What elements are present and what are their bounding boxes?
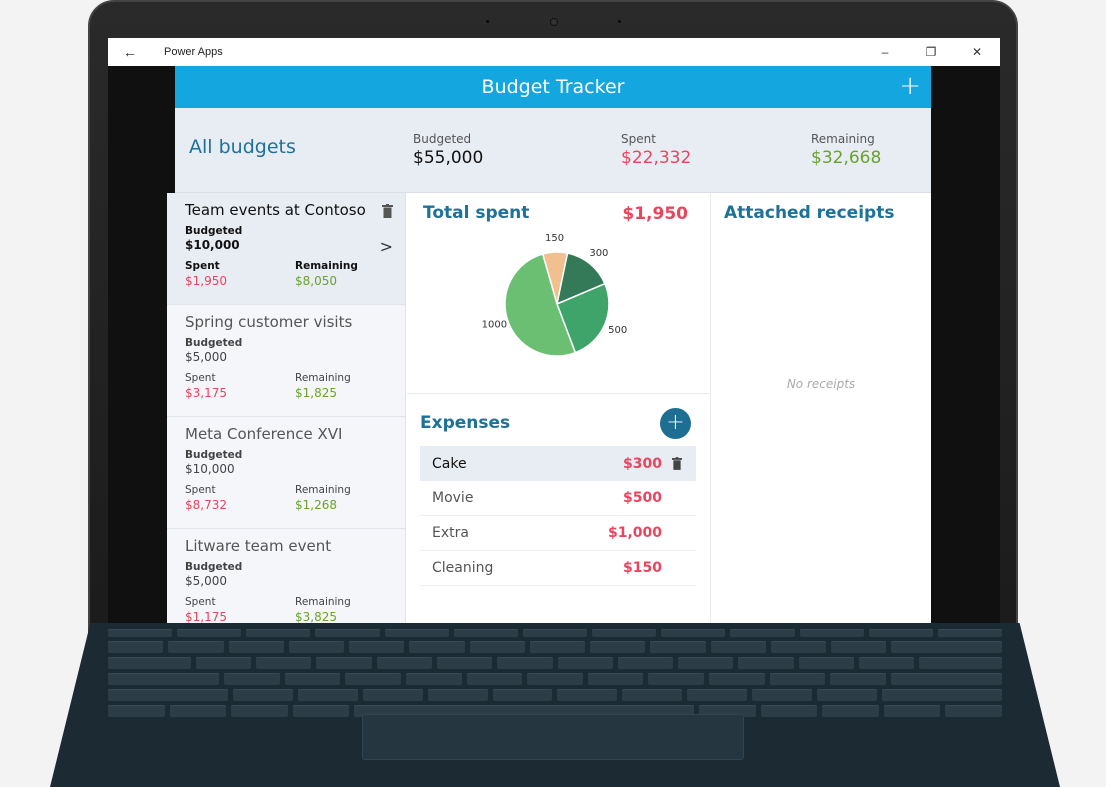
pie-label: 150: [545, 233, 564, 244]
spent-value: $1,175: [185, 610, 227, 623]
expenses-heading: Expenses: [420, 413, 511, 433]
spent-value: $3,175: [185, 386, 227, 400]
spent-value: $1,950: [185, 274, 227, 288]
app-body: Team events at Contoso > Budgeted $10,00…: [167, 66, 931, 623]
delete-budget-icon[interactable]: [382, 204, 393, 218]
summary-spent: Spent $22,332: [621, 132, 691, 168]
budget-name: Team events at Contoso: [185, 201, 366, 219]
expense-row[interactable]: Movie $500: [420, 481, 696, 516]
expense-pie-chart: 150 300 500 1000: [482, 233, 627, 357]
receipts-heading: Attached receipts: [724, 203, 895, 223]
total-spent-heading: Total spent: [423, 203, 530, 223]
minimize-icon[interactable]: –: [881, 45, 889, 59]
remaining-label: Remaining: [295, 596, 351, 608]
budget-detail-panel: Total spent $1,950 150 300 500 1000 Expense…: [407, 193, 711, 623]
remaining-label: Remaining: [811, 132, 875, 146]
budgeted-value: $5,000: [185, 350, 227, 364]
budget-name: Meta Conference XVI: [185, 425, 343, 443]
type-cover-keyboard: [50, 623, 1060, 787]
pie-label: 300: [589, 248, 608, 259]
pie-label: 1000: [482, 320, 507, 331]
pie-label: 500: [608, 325, 627, 336]
expense-row[interactable]: Cake $300: [420, 446, 696, 481]
touchpad[interactable]: [362, 714, 744, 760]
budgeted-value: $55,000: [413, 148, 484, 168]
delete-expense-icon[interactable]: [672, 457, 682, 470]
window-titlebar: ← Power Apps – ❐ ✕: [108, 38, 1000, 66]
summary-remaining: Remaining $32,668: [811, 132, 881, 168]
expense-amount: $1,000: [607, 525, 662, 541]
expense-name: Cake: [432, 455, 467, 472]
expense-amount: $300: [623, 455, 662, 472]
close-icon[interactable]: ✕: [971, 45, 983, 59]
app-header: Budget Tracker +: [175, 66, 931, 108]
pie-slice: [555, 252, 606, 306]
pie-slice: [556, 282, 610, 354]
expense-row[interactable]: Cleaning $150: [420, 551, 696, 586]
budget-list[interactable]: Team events at Contoso > Budgeted $10,00…: [167, 193, 406, 623]
no-receipts-text: No receipts: [786, 377, 856, 391]
budget-name: Spring customer visits: [185, 313, 353, 331]
window-title: Power Apps: [164, 46, 223, 58]
budget-summary: All budgets Budgeted $55,000 Spent $22,3…: [175, 108, 931, 193]
budgeted-label: Budgeted: [413, 132, 472, 146]
screen: ← Power Apps – ❐ ✕ Budget Tracker + All …: [108, 38, 1000, 623]
camera: [550, 18, 558, 26]
expense-amount: $150: [623, 560, 662, 576]
remaining-value: $32,668: [811, 148, 882, 168]
remaining-value: $1,825: [295, 386, 337, 400]
spent-label: Spent: [185, 260, 220, 272]
restore-icon[interactable]: ❐: [925, 45, 937, 59]
budget-item[interactable]: Team events at Contoso > Budgeted $10,00…: [167, 193, 405, 305]
expense-list: Cake $300 Movie $500 Extra $1,000 Cleani…: [420, 446, 696, 586]
add-expense-button[interactable]: +: [660, 408, 691, 439]
budgeted-value: $10,000: [185, 462, 235, 476]
total-spent-card: Total spent $1,950 150 300 500 1000: [407, 193, 710, 394]
spent-label: Spent: [621, 132, 656, 146]
budgeted-label: Budgeted: [185, 561, 243, 573]
budget-item[interactable]: Spring customer visits Budgeted $5,000 S…: [167, 305, 405, 417]
sensor: [486, 20, 489, 23]
sensor: [618, 20, 621, 23]
expense-row[interactable]: Extra $1,000: [420, 516, 696, 551]
budgeted-label: Budgeted: [185, 225, 243, 237]
total-spent-value: $1,950: [622, 204, 688, 224]
remaining-label: Remaining: [295, 484, 351, 496]
budgeted-label: Budgeted: [185, 337, 243, 349]
budget-name: Litware team event: [185, 537, 332, 555]
budget-item[interactable]: Litware team event Budgeted $5,000 Spent…: [167, 529, 405, 623]
all-budgets-heading: All budgets: [189, 136, 296, 158]
budget-item[interactable]: Meta Conference XVI Budgeted $10,000 Spe…: [167, 417, 405, 529]
app-title: Budget Tracker: [481, 76, 625, 98]
expense-name: Movie: [432, 490, 474, 506]
expense-name: Extra: [432, 525, 469, 541]
expense-amount: $500: [623, 490, 662, 506]
expense-name: Cleaning: [432, 560, 494, 576]
remaining-value: $3,825: [295, 610, 337, 623]
chevron-right-icon[interactable]: >: [379, 237, 393, 256]
add-budget-button[interactable]: +: [899, 71, 921, 101]
budgeted-value: $5,000: [185, 574, 227, 588]
budgeted-value: $10,000: [185, 238, 240, 252]
spent-value: $22,332: [621, 148, 692, 168]
spent-label: Spent: [185, 596, 216, 608]
spent-label: Spent: [185, 372, 216, 384]
keys: [108, 629, 1003, 721]
remaining-value: $8,050: [295, 274, 337, 288]
remaining-label: Remaining: [295, 260, 358, 272]
budget-tracker-app: Budget Tracker + All budgets Budgeted $5…: [175, 66, 931, 623]
summary-budgeted: Budgeted $55,000: [413, 132, 483, 168]
pie-slice: [504, 253, 577, 357]
remaining-label: Remaining: [295, 372, 351, 384]
spent-value: $8,732: [185, 498, 227, 512]
back-arrow-icon[interactable]: ←: [123, 44, 137, 60]
budgeted-label: Budgeted: [185, 449, 243, 461]
remaining-value: $1,268: [295, 498, 337, 512]
receipts-panel: Attached receipts No receipts: [711, 193, 931, 623]
spent-label: Spent: [185, 484, 216, 496]
